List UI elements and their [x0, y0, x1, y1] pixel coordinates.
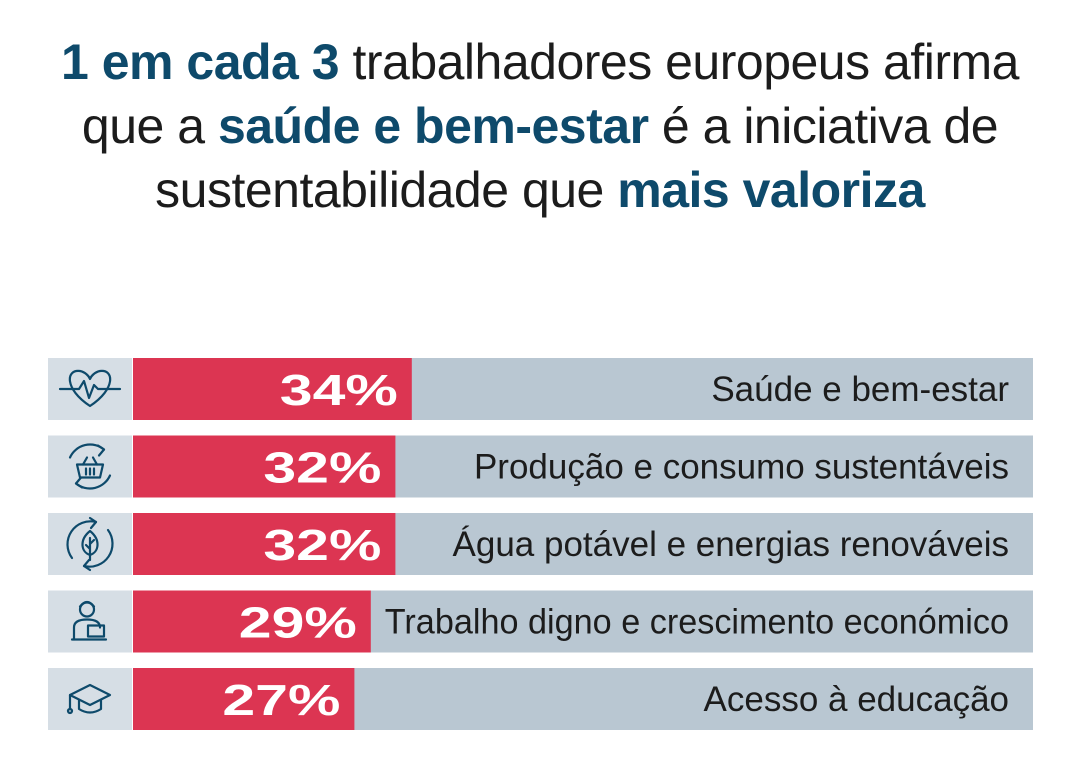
- category-label: Saúde e bem-estar: [711, 370, 1009, 409]
- title-highlight-health: saúde e bem-estar: [217, 98, 649, 154]
- category-label: Acesso à educação: [704, 680, 1009, 719]
- bar-value-label: 34%: [280, 366, 398, 415]
- bar: [133, 668, 355, 730]
- worker-laptop-icon: [70, 600, 108, 641]
- eco-leaf-icon: [66, 516, 114, 572]
- chart-title: 1 em cada 3 trabalhadores europeus afirm…: [40, 30, 1040, 222]
- icon-cell: [48, 590, 132, 653]
- bar: [133, 513, 396, 575]
- bar-row: 34% Saúde e bem-estar: [48, 358, 1033, 420]
- title-text-1: trabalhadores europeus afirma que a: [81, 34, 1020, 154]
- bar: [133, 435, 396, 498]
- icon-cell: [48, 668, 132, 730]
- category-label: Água potável e energias renováveis: [453, 525, 1009, 564]
- bar-row: 32% Água potável e energias renováveis: [48, 513, 1033, 575]
- bar-row: 29% Trabalho digno e crescimento económic…: [48, 590, 1033, 653]
- bar: [133, 590, 371, 653]
- category-label: Produção e consumo sustentáveis: [474, 448, 1009, 487]
- recycle-basket-icon: [68, 443, 112, 490]
- bar-value-label: 32%: [263, 521, 381, 570]
- bar-value-label: 27%: [222, 676, 340, 725]
- title-text-2: é a iniciativa de sustentabilidade que: [155, 98, 999, 218]
- heart-pulse-icon: [58, 369, 122, 408]
- bar-row: 32% Produção e consumo sustentáveis: [48, 435, 1033, 498]
- category-label: Trabalho digno e crescimento económico: [385, 603, 1009, 642]
- graduation-cap-icon: [66, 683, 112, 715]
- bar-row: 27% Acesso à educação: [48, 668, 1033, 730]
- bar-value-label: 29%: [239, 599, 357, 648]
- icon-cell: [48, 435, 132, 498]
- title-highlight-value: mais valoriza: [617, 162, 925, 218]
- bar-value-label: 32%: [263, 444, 381, 493]
- bar: [133, 358, 412, 420]
- title-highlight-count: 1 em cada 3: [61, 34, 340, 90]
